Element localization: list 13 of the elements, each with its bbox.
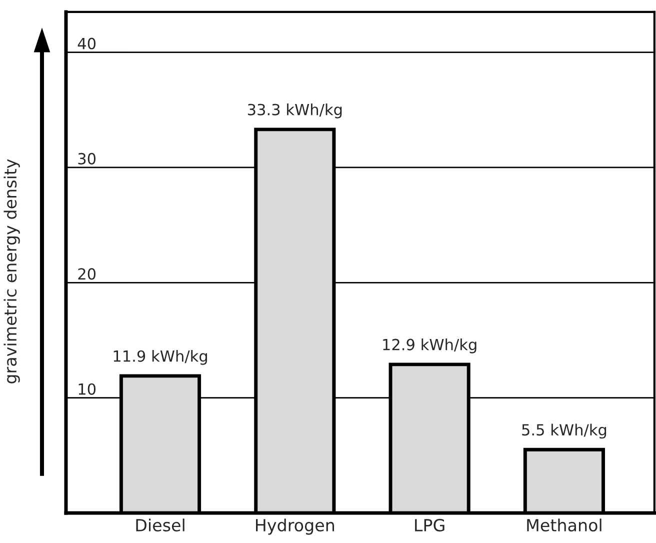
x-tick-label: Hydrogen bbox=[256, 518, 334, 535]
y-tick-label: 40 bbox=[78, 38, 96, 50]
data-label: 5.5 kWh/kg bbox=[522, 424, 606, 439]
y-tick-label: 20 bbox=[78, 268, 96, 280]
y-tick-label: 10 bbox=[78, 383, 96, 395]
y-tick-label: 30 bbox=[78, 152, 96, 164]
data-label: 11.9 kWh/kg bbox=[114, 350, 207, 365]
data-label: 33.3 kWh/kg bbox=[248, 104, 342, 118]
data-label: 12.9 kWh/kg bbox=[383, 338, 476, 354]
x-tick-label: Methanol bbox=[527, 518, 602, 532]
x-tick-label: LPG bbox=[415, 518, 444, 532]
x-tick-label: Diesel bbox=[136, 518, 184, 532]
y-axis-title: gravimetric energy density bbox=[4, 159, 20, 384]
